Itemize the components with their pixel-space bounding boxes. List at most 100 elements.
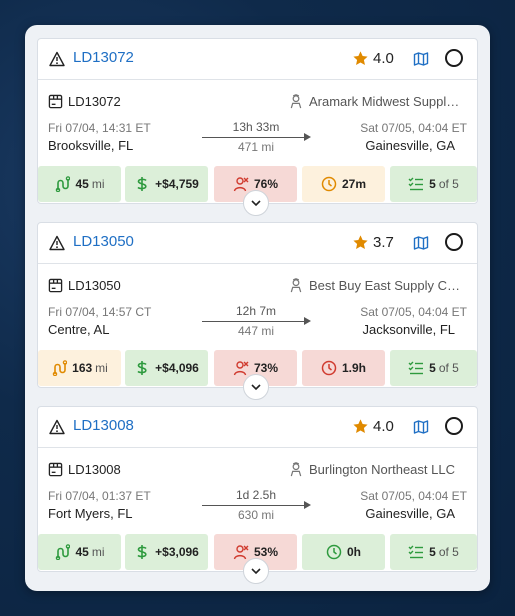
profit-value: +$4,096 bbox=[155, 361, 199, 375]
card-body: LD13050 Best Buy East Supply C… Fri 07/0… bbox=[38, 263, 477, 349]
risk-person-icon bbox=[233, 177, 249, 192]
wait-value: 0h bbox=[346, 545, 361, 559]
metric-chips: 163 mi +$4,096 73% 1.9h 5 of 5 bbox=[38, 350, 477, 386]
profit-value: +$3,096 bbox=[155, 545, 199, 559]
wait-chip: 0h bbox=[302, 534, 385, 570]
rating-value: 4.0 bbox=[373, 418, 394, 435]
metric-chips: 45 mi +$4,759 76% 27m 5 of 5 bbox=[38, 166, 477, 202]
expand-button[interactable] bbox=[243, 374, 269, 400]
star-icon bbox=[353, 419, 368, 433]
route-arrow bbox=[202, 321, 306, 322]
pickup-city: Centre, AL bbox=[48, 322, 110, 337]
select-radio[interactable] bbox=[445, 233, 463, 251]
dollar-icon bbox=[137, 545, 147, 559]
risk-value: 53% bbox=[253, 545, 279, 559]
shipper-name: Aramark Midwest Suppl… bbox=[309, 94, 460, 109]
route-arrow-head bbox=[304, 317, 311, 325]
route-arrow-head bbox=[304, 133, 311, 141]
shipper-person-icon bbox=[290, 462, 302, 477]
risk-value: 73% bbox=[253, 361, 279, 375]
profit-chip: +$4,759 bbox=[125, 166, 208, 202]
clock-icon bbox=[326, 544, 342, 560]
match-chip: 5 of 5 bbox=[390, 166, 477, 202]
expand-button[interactable] bbox=[243, 558, 269, 584]
load-id-link[interactable]: LD13008 bbox=[73, 417, 134, 434]
package-icon bbox=[48, 94, 63, 109]
deadhead-chip: 163 mi bbox=[38, 350, 121, 386]
route-arrow-head bbox=[304, 501, 311, 509]
dropoff-time: Sat 07/05, 04:04 ET bbox=[360, 121, 467, 135]
route-arrow bbox=[202, 505, 306, 506]
match-value: 5 bbox=[429, 361, 436, 375]
pickup-time: Fri 07/04, 01:37 ET bbox=[48, 489, 151, 503]
match-value: 5 bbox=[429, 545, 436, 559]
risk-value: 76% bbox=[253, 177, 279, 191]
load-card[interactable]: LD13072 4.0 LD13072 Aramark Midwest Supp… bbox=[37, 38, 478, 216]
card-body: LD13008 Burlington Northeast LLC Fri 07/… bbox=[38, 447, 477, 533]
trip-duration: 1d 2.5h bbox=[235, 488, 277, 502]
card-header: LD13072 4.0 bbox=[38, 39, 477, 80]
map-icon[interactable] bbox=[413, 235, 429, 251]
warning-triangle-icon bbox=[49, 419, 65, 435]
trip-distance: 447 mi bbox=[237, 324, 275, 338]
profit-chip: +$4,096 bbox=[125, 350, 208, 386]
checklist-icon bbox=[408, 177, 424, 191]
dropoff-city: Gainesville, GA bbox=[365, 506, 455, 521]
shipper-person-icon bbox=[290, 94, 302, 109]
load-card[interactable]: LD13008 4.0 LD13008 Burlington Northeast… bbox=[37, 406, 478, 584]
deadhead-unit: mi bbox=[91, 545, 105, 559]
deadhead-value: 45 bbox=[75, 545, 89, 559]
select-radio[interactable] bbox=[445, 417, 463, 435]
match-value: 5 bbox=[429, 177, 436, 191]
pickup-time: Fri 07/04, 14:31 ET bbox=[48, 121, 151, 135]
dollar-icon bbox=[137, 177, 147, 191]
map-icon[interactable] bbox=[413, 51, 429, 67]
match-of: of 5 bbox=[438, 545, 459, 559]
trip-duration: 13h 33m bbox=[232, 120, 280, 134]
dropoff-city: Jacksonville, FL bbox=[362, 322, 455, 337]
metric-chips: 45 mi +$3,096 53% 0h 5 of 5 bbox=[38, 534, 477, 570]
dropoff-time: Sat 07/05, 04:04 ET bbox=[360, 305, 467, 319]
risk-chip: 76% bbox=[214, 166, 297, 202]
package-icon bbox=[48, 278, 63, 293]
chevron-down-icon bbox=[251, 568, 261, 575]
rating-value: 3.7 bbox=[373, 234, 394, 251]
load-id-label: LD13072 bbox=[68, 94, 121, 109]
load-id-link[interactable]: LD13072 bbox=[73, 49, 134, 66]
warning-triangle-icon bbox=[49, 235, 65, 251]
load-card[interactable]: LD13050 3.7 LD13050 Best Buy East Supply… bbox=[37, 222, 478, 400]
wait-value: 1.9h bbox=[341, 361, 366, 375]
dropoff-city: Gainesville, GA bbox=[365, 138, 455, 153]
chevron-down-icon bbox=[251, 200, 261, 207]
profit-chip: +$3,096 bbox=[125, 534, 208, 570]
load-id-link[interactable]: LD13050 bbox=[73, 233, 134, 250]
load-id-label: LD13008 bbox=[68, 462, 121, 477]
package-icon bbox=[48, 462, 63, 477]
shipper-person-icon bbox=[290, 278, 302, 293]
route-icon bbox=[52, 360, 68, 376]
match-of: of 5 bbox=[438, 361, 459, 375]
load-id-label: LD13050 bbox=[68, 278, 121, 293]
wait-chip: 1.9h bbox=[302, 350, 385, 386]
deadhead-chip: 45 mi bbox=[38, 166, 121, 202]
pickup-city: Brooksville, FL bbox=[48, 138, 134, 153]
card-header: LD13050 3.7 bbox=[38, 223, 477, 264]
risk-chip: 73% bbox=[214, 350, 297, 386]
expand-button[interactable] bbox=[243, 190, 269, 216]
dropoff-time: Sat 07/05, 04:04 ET bbox=[360, 489, 467, 503]
deadhead-unit: mi bbox=[91, 177, 105, 191]
star-icon bbox=[353, 51, 368, 65]
card-header: LD13008 4.0 bbox=[38, 407, 477, 448]
warning-triangle-icon bbox=[49, 51, 65, 67]
card-body: LD13072 Aramark Midwest Suppl… Fri 07/04… bbox=[38, 79, 477, 165]
star-icon bbox=[353, 235, 368, 249]
wait-value: 27m bbox=[341, 177, 367, 191]
trip-distance: 630 mi bbox=[237, 508, 275, 522]
route-icon bbox=[56, 544, 71, 560]
deadhead-value: 45 bbox=[75, 177, 89, 191]
deadhead-value: 163 bbox=[72, 361, 93, 375]
shipper-name: Best Buy East Supply C… bbox=[309, 278, 461, 293]
map-icon[interactable] bbox=[413, 419, 429, 435]
shipper-name: Burlington Northeast LLC bbox=[309, 462, 455, 477]
select-radio[interactable] bbox=[445, 49, 463, 67]
